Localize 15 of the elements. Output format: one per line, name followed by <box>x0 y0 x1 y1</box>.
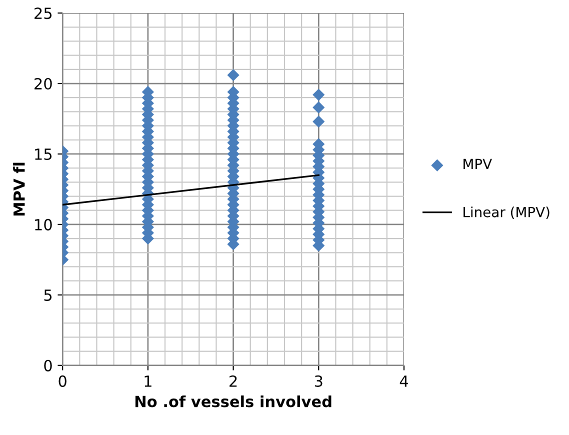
y-tick-label: 5 <box>44 290 52 301</box>
legend-label: MPV <box>464 158 492 169</box>
x-tick-label: 2 <box>230 375 237 387</box>
x-tick-label: 1 <box>144 376 152 387</box>
x-tick-label: 0 <box>58 375 66 387</box>
legend-label: Linear (MPV) <box>464 206 550 219</box>
y-tick-label: 10 <box>35 218 52 230</box>
y-tick-label: 20 <box>34 78 52 90</box>
y-tick-label: 0 <box>44 360 52 372</box>
x-tick-label: 4 <box>400 376 408 387</box>
y-axis-title: MPV fl <box>13 162 25 216</box>
x-axis-title: No .of vessels involved <box>135 395 332 408</box>
y-tick-label: 25 <box>34 8 52 20</box>
y-tick-label: 15 <box>35 148 52 160</box>
x-tick-label: 3 <box>314 375 322 387</box>
